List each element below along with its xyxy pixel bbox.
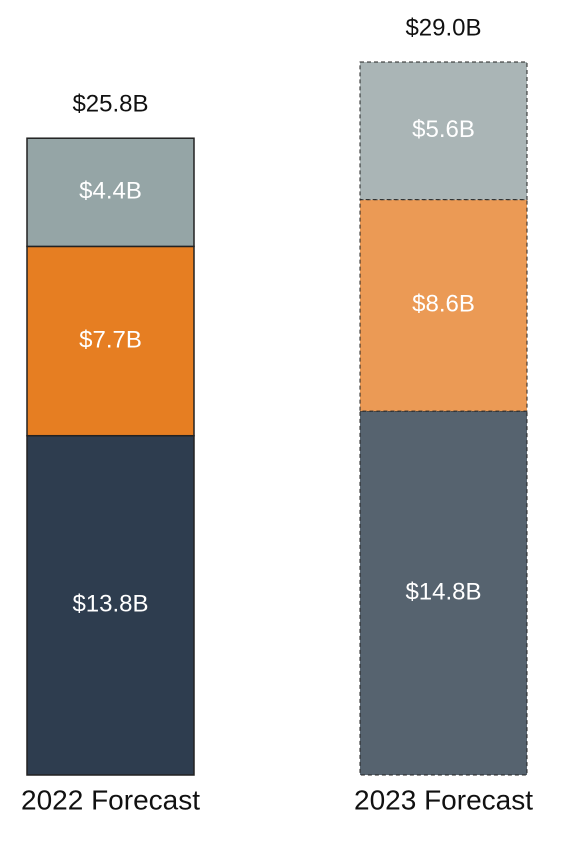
bar-segment [359, 61, 528, 201]
bar-segment [26, 245, 195, 437]
value-label: $13.8B [72, 591, 148, 618]
value-label: $4.4B [79, 178, 142, 205]
bar-segment [26, 434, 195, 776]
bar-segment [359, 410, 528, 776]
bar-segment [359, 199, 528, 412]
value-label: $5.6B [412, 116, 475, 143]
value-label: $7.7B [79, 326, 142, 353]
value-label: $8.6B [412, 291, 475, 318]
category-label: 2023 Forecast [354, 784, 533, 815]
category-label: 2022 Forecast [21, 784, 200, 815]
total-label: $25.8B [72, 91, 148, 118]
value-label: $14.8B [405, 578, 481, 605]
bar-segment [26, 137, 195, 248]
total-label: $29.0B [405, 14, 481, 41]
